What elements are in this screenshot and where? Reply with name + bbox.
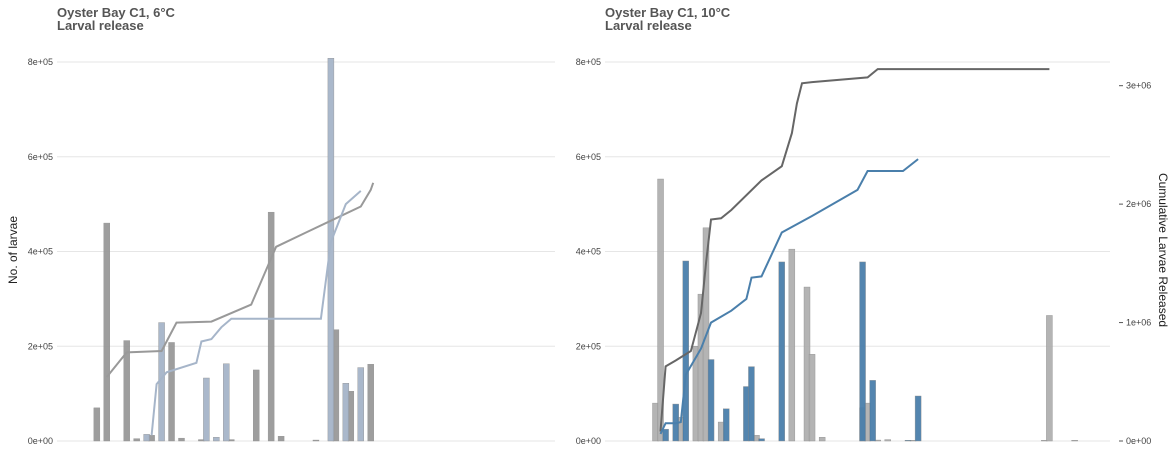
y-tick-label: 6e+05 xyxy=(576,152,601,162)
bar-series-2 xyxy=(778,261,785,442)
panel-left-bars xyxy=(93,58,374,442)
panel-left: Oyster Bay C1, 6°C Larval release No. of… xyxy=(6,5,555,446)
cumulative-line-series-1 xyxy=(659,68,1050,432)
panel-right-y-axis: 0e+00 2e+05 4e+05 6e+05 8e+05 xyxy=(576,57,601,446)
bar-series-1 xyxy=(168,342,175,442)
bar-series-1 xyxy=(367,364,374,442)
bar-series-2 xyxy=(869,380,876,442)
bar-series-2 xyxy=(904,440,912,442)
bar-series-1 xyxy=(178,437,185,442)
y-tick-label: 6e+05 xyxy=(28,152,53,162)
y-tick-label: 4e+05 xyxy=(28,247,53,257)
cumulative-line-series-1 xyxy=(106,182,375,378)
cumulative-line-series-2 xyxy=(150,190,362,436)
bar-series-1 xyxy=(277,436,285,442)
panel-right-y2label: Cumulative Larvae Released xyxy=(1156,173,1170,327)
bar-series-2 xyxy=(357,367,364,442)
panel-left-ylabel: No. of larvae xyxy=(6,216,20,284)
bar-series-1 xyxy=(123,340,130,442)
bar-series-2 xyxy=(914,395,922,442)
bar-series-2 xyxy=(758,438,765,442)
y-tick-label: 8e+05 xyxy=(576,57,601,67)
y-tick-label: 8e+05 xyxy=(28,57,53,67)
bar-series-2 xyxy=(662,428,669,442)
cumulative-line-series-2 xyxy=(659,158,919,435)
bar-series-1 xyxy=(1071,440,1078,442)
bar-series-1 xyxy=(818,437,826,442)
panel-left-subtitle: Larval release xyxy=(57,18,144,33)
bar-series-1 xyxy=(133,438,140,442)
bar-series-1 xyxy=(252,369,260,442)
bar-series-2 xyxy=(223,363,230,442)
bar-series-2 xyxy=(859,261,866,442)
panel-right-subtitle: Larval release xyxy=(605,18,692,33)
bar-series-1 xyxy=(788,248,796,442)
panel-right-grid xyxy=(605,61,1110,442)
y2-tick-label: 0e+00 xyxy=(1126,436,1151,446)
bar-series-1 xyxy=(808,354,816,442)
y-tick-label: 0e+00 xyxy=(28,436,53,446)
bar-series-2 xyxy=(682,260,689,442)
y-tick-label: 0e+00 xyxy=(576,436,601,446)
bar-series-1 xyxy=(93,407,101,442)
panel-left-cumulative-lines xyxy=(106,182,375,436)
bar-series-1 xyxy=(657,178,664,442)
bar-series-2 xyxy=(203,377,210,442)
bar-series-1 xyxy=(1046,315,1053,442)
bar-series-2 xyxy=(213,437,220,442)
y-tick-label: 2e+05 xyxy=(28,341,53,351)
panel-left-y-axis: 0e+00 2e+05 4e+05 6e+05 8e+05 xyxy=(28,57,53,446)
bar-series-2 xyxy=(707,359,715,442)
bar-series-2 xyxy=(723,408,730,442)
y2-tick-label: 2e+06 xyxy=(1126,199,1151,209)
bar-series-2 xyxy=(342,383,350,442)
bar-series-1 xyxy=(267,211,275,442)
bar-series-2 xyxy=(143,434,150,442)
panel-left-title: Oyster Bay C1, 6°C xyxy=(57,5,176,20)
panel-right-cumulative-lines xyxy=(659,68,1050,435)
panel-left-grid xyxy=(57,61,555,442)
panel-right: Oyster Bay C1, 10°C Larval release Cumul… xyxy=(576,5,1170,446)
panel-right-title: Oyster Bay C1, 10°C xyxy=(605,5,731,20)
bar-series-1 xyxy=(884,439,891,442)
panel-right-y2-axis: 0e+00 1e+06 2e+06 3e+06 xyxy=(1119,81,1151,446)
y2-tick-label: 1e+06 xyxy=(1126,318,1151,328)
bar-series-1 xyxy=(103,222,111,442)
bar-series-2 xyxy=(748,366,755,442)
bar-series-1 xyxy=(312,439,320,442)
y-tick-label: 4e+05 xyxy=(576,247,601,257)
y2-tick-label: 3e+06 xyxy=(1126,81,1151,91)
y-tick-label: 2e+05 xyxy=(576,341,601,351)
